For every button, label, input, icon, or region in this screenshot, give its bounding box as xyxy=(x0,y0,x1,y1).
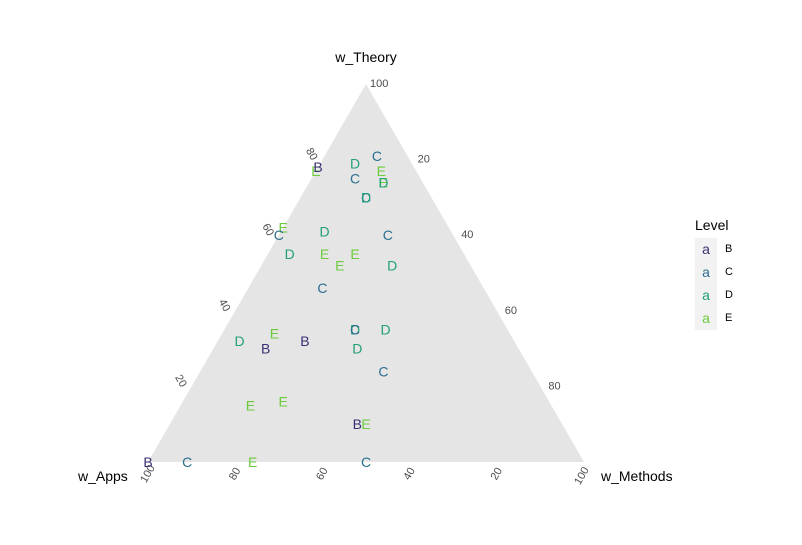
point-C: C xyxy=(274,227,284,243)
legend-label-D: D xyxy=(725,289,733,301)
tick-theory: 80 xyxy=(303,146,320,163)
point-C: C xyxy=(361,454,371,470)
point-E: E xyxy=(335,257,344,273)
point-C: C xyxy=(317,280,327,296)
legend-key-bg xyxy=(695,261,717,284)
point-C: C xyxy=(350,322,360,338)
point-E: E xyxy=(278,220,287,236)
tick-theory: 20 xyxy=(172,373,189,390)
tick-methods: 20 xyxy=(418,154,430,166)
point-C: C xyxy=(378,363,388,379)
tick-apps: 80 xyxy=(227,466,244,483)
legend-key-D: a xyxy=(702,287,710,303)
point-D: D xyxy=(234,333,244,349)
point-E: E xyxy=(278,394,287,410)
tick-methods: 60 xyxy=(505,305,517,317)
point-D: D xyxy=(381,322,391,338)
point-C: C xyxy=(182,454,192,470)
point-E: E xyxy=(377,163,386,179)
legend-key-B: a xyxy=(702,241,710,257)
legend-key-bg xyxy=(695,307,717,330)
legend: Level a Ba Ca Da E xyxy=(695,217,733,330)
point-C: C xyxy=(361,189,371,205)
point-D: D xyxy=(361,189,371,205)
point-D: D xyxy=(350,155,360,171)
tick-methods: 40 xyxy=(461,229,473,241)
tick-apps: 20 xyxy=(489,466,506,483)
point-B: B xyxy=(313,159,322,175)
point-D: D xyxy=(387,257,397,273)
point-D: D xyxy=(378,174,388,190)
point-B: B xyxy=(300,333,309,349)
point-D: D xyxy=(285,246,295,262)
legend-key-bg xyxy=(695,284,717,307)
point-C: C xyxy=(350,171,360,187)
point-E: E xyxy=(248,454,257,470)
tick-apps: 60 xyxy=(314,466,331,483)
legend-key-C: a xyxy=(702,264,710,280)
tick-theory: 100 xyxy=(370,78,388,90)
tick-apps: 40 xyxy=(401,466,418,483)
legend-title: Level xyxy=(695,217,728,233)
legend-label-E: E xyxy=(725,312,732,324)
point-E: E xyxy=(270,325,279,341)
point-C: C xyxy=(372,148,382,164)
point-E: E xyxy=(311,163,320,179)
point-B: B xyxy=(261,341,270,357)
axis-label-theory: w_Theory xyxy=(334,49,396,65)
tick-theory: 40 xyxy=(216,297,233,314)
ternary-panel xyxy=(148,84,584,462)
tick-theory: 60 xyxy=(259,222,276,239)
point-E: E xyxy=(379,174,388,190)
legend-label-C: C xyxy=(725,266,733,278)
axis-label-methods: w_Methods xyxy=(600,468,673,484)
legend-key-E: a xyxy=(702,310,710,326)
point-E: E xyxy=(361,416,370,432)
point-E: E xyxy=(246,397,255,413)
tick-methods: 100 xyxy=(572,465,592,487)
axis-label-apps: w_Apps xyxy=(77,468,128,484)
point-B: B xyxy=(143,454,152,470)
point-D: D xyxy=(350,322,360,338)
point-D: D xyxy=(352,341,362,357)
point-D: D xyxy=(320,223,330,239)
point-B: B xyxy=(353,416,362,432)
tick-methods: 80 xyxy=(548,380,560,392)
legend-key-bg xyxy=(695,238,717,261)
point-C: C xyxy=(383,227,393,243)
point-E: E xyxy=(320,246,329,262)
legend-label-B: B xyxy=(725,243,732,255)
point-E: E xyxy=(350,246,359,262)
